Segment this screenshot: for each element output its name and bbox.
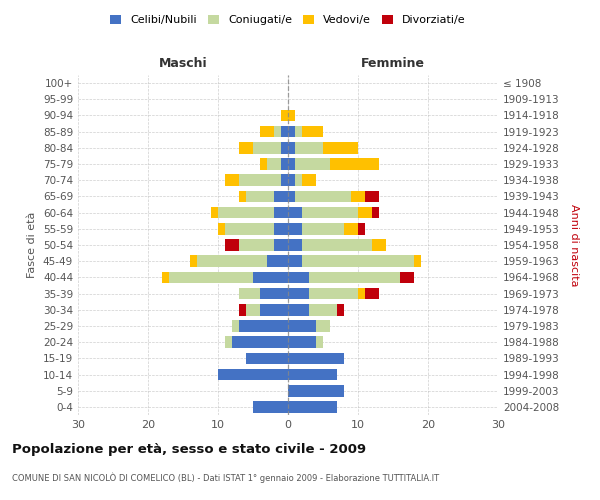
Bar [288, 223, 302, 234]
Bar [288, 174, 295, 186]
Text: COMUNE DI SAN NICOLÒ DI COMELICO (BL) - Dati ISTAT 1° gennaio 2009 - Elaborazion: COMUNE DI SAN NICOLÒ DI COMELICO (BL) - … [12, 472, 439, 483]
Bar [288, 190, 295, 202]
Bar [225, 223, 274, 234]
Bar [288, 110, 295, 122]
Bar [344, 223, 358, 234]
Bar [281, 110, 288, 122]
Bar [365, 190, 379, 202]
Bar [351, 190, 365, 202]
Bar [414, 256, 421, 267]
Bar [246, 190, 274, 202]
Bar [316, 320, 330, 332]
Bar [288, 207, 302, 218]
Bar [316, 336, 323, 348]
Bar [288, 368, 337, 380]
Bar [288, 336, 316, 348]
Bar [260, 304, 288, 316]
Bar [260, 288, 288, 300]
Bar [260, 126, 274, 138]
Bar [169, 272, 253, 283]
Text: Popolazione per età, sesso e stato civile - 2009: Popolazione per età, sesso e stato civil… [12, 442, 366, 456]
Bar [274, 223, 288, 234]
Text: Maschi: Maschi [158, 57, 208, 70]
Bar [218, 223, 225, 234]
Bar [253, 272, 288, 283]
Bar [253, 142, 281, 154]
Bar [197, 256, 267, 267]
Bar [358, 207, 372, 218]
Bar [295, 142, 323, 154]
Bar [309, 272, 400, 283]
Bar [225, 239, 239, 251]
Bar [232, 320, 239, 332]
Bar [211, 207, 218, 218]
Bar [288, 288, 309, 300]
Bar [239, 190, 246, 202]
Bar [281, 142, 288, 154]
Bar [190, 256, 197, 267]
Bar [288, 126, 295, 138]
Bar [288, 352, 344, 364]
Legend: Celibi/Nubili, Coniugati/e, Vedovi/e, Divorziati/e: Celibi/Nubili, Coniugati/e, Vedovi/e, Di… [106, 10, 470, 30]
Bar [281, 174, 288, 186]
Bar [218, 368, 288, 380]
Bar [281, 126, 288, 138]
Bar [288, 320, 316, 332]
Bar [288, 239, 302, 251]
Bar [239, 142, 253, 154]
Bar [337, 304, 344, 316]
Text: Femmine: Femmine [361, 57, 425, 70]
Bar [239, 288, 260, 300]
Bar [302, 239, 372, 251]
Bar [295, 126, 302, 138]
Bar [267, 256, 288, 267]
Bar [274, 207, 288, 218]
Bar [281, 158, 288, 170]
Bar [295, 158, 330, 170]
Bar [162, 272, 169, 283]
Bar [302, 223, 344, 234]
Bar [302, 174, 316, 186]
Bar [267, 158, 281, 170]
Bar [288, 142, 295, 154]
Bar [225, 174, 239, 186]
Bar [302, 256, 414, 267]
Bar [246, 304, 260, 316]
Bar [323, 142, 358, 154]
Bar [246, 352, 288, 364]
Bar [218, 207, 274, 218]
Bar [372, 207, 379, 218]
Bar [274, 190, 288, 202]
Bar [239, 304, 246, 316]
Bar [302, 126, 323, 138]
Bar [274, 126, 281, 138]
Y-axis label: Fasce di età: Fasce di età [28, 212, 37, 278]
Bar [260, 158, 267, 170]
Bar [372, 239, 386, 251]
Bar [302, 207, 358, 218]
Bar [288, 385, 344, 396]
Bar [288, 158, 295, 170]
Bar [288, 256, 302, 267]
Bar [309, 304, 337, 316]
Bar [232, 336, 288, 348]
Bar [225, 336, 232, 348]
Bar [309, 288, 358, 300]
Bar [239, 174, 281, 186]
Bar [365, 288, 379, 300]
Bar [330, 158, 379, 170]
Bar [274, 239, 288, 251]
Bar [295, 190, 351, 202]
Bar [253, 401, 288, 412]
Bar [288, 401, 337, 412]
Bar [239, 320, 288, 332]
Bar [358, 223, 365, 234]
Y-axis label: Anni di nascita: Anni di nascita [569, 204, 579, 286]
Bar [295, 174, 302, 186]
Bar [358, 288, 365, 300]
Bar [239, 239, 274, 251]
Bar [288, 272, 309, 283]
Bar [288, 304, 309, 316]
Bar [400, 272, 414, 283]
